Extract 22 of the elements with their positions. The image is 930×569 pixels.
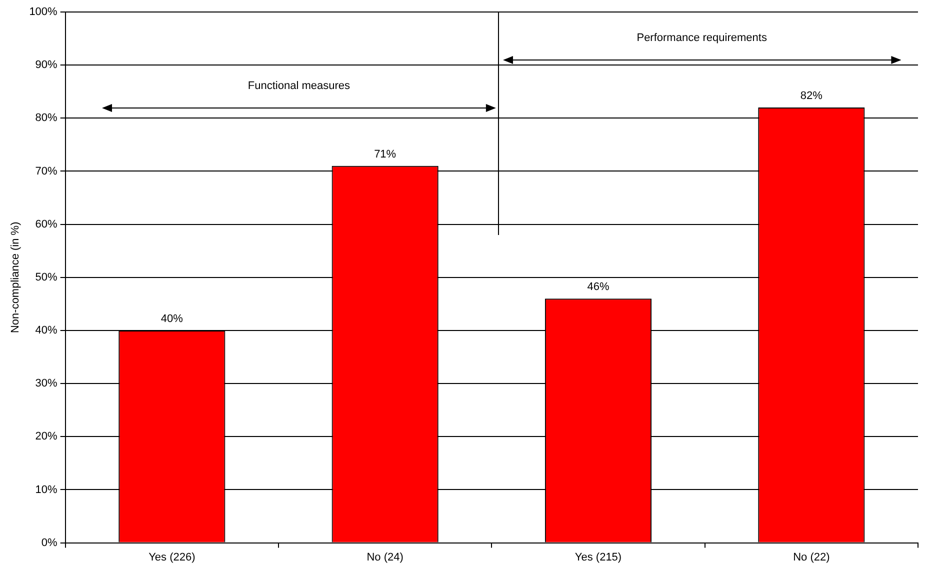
data-label: 46% [587,281,610,294]
y-tick-label: 0% [41,536,58,549]
x-tick-label: Yes (215) [574,551,622,564]
x-tick-label: No (24) [366,551,404,564]
data-label: 40% [160,313,184,326]
x-tick-label: Yes (226) [148,551,196,564]
annotation: Performance requirements [636,32,767,44]
y-tick-label: 10% [35,484,58,496]
annotation: Functional measures [248,80,350,92]
y-tick-label: 90% [35,59,58,72]
y-tick-label: 60% [35,218,58,230]
y-tick-label: 30% [35,378,58,390]
y-tick-label: 20% [35,430,58,443]
data-label: 82% [800,90,823,102]
y-axis-title: Non-compliance (in %) [10,222,22,334]
y-tick-label: 40% [35,324,58,337]
y-tick-label: 80% [35,112,58,124]
data-label: 71% [374,148,396,160]
y-tick-label: 70% [35,165,58,178]
y-tick-label: 100% [29,6,58,18]
y-tick-label: 50% [35,271,58,284]
x-tick-label: No (22) [793,551,830,564]
